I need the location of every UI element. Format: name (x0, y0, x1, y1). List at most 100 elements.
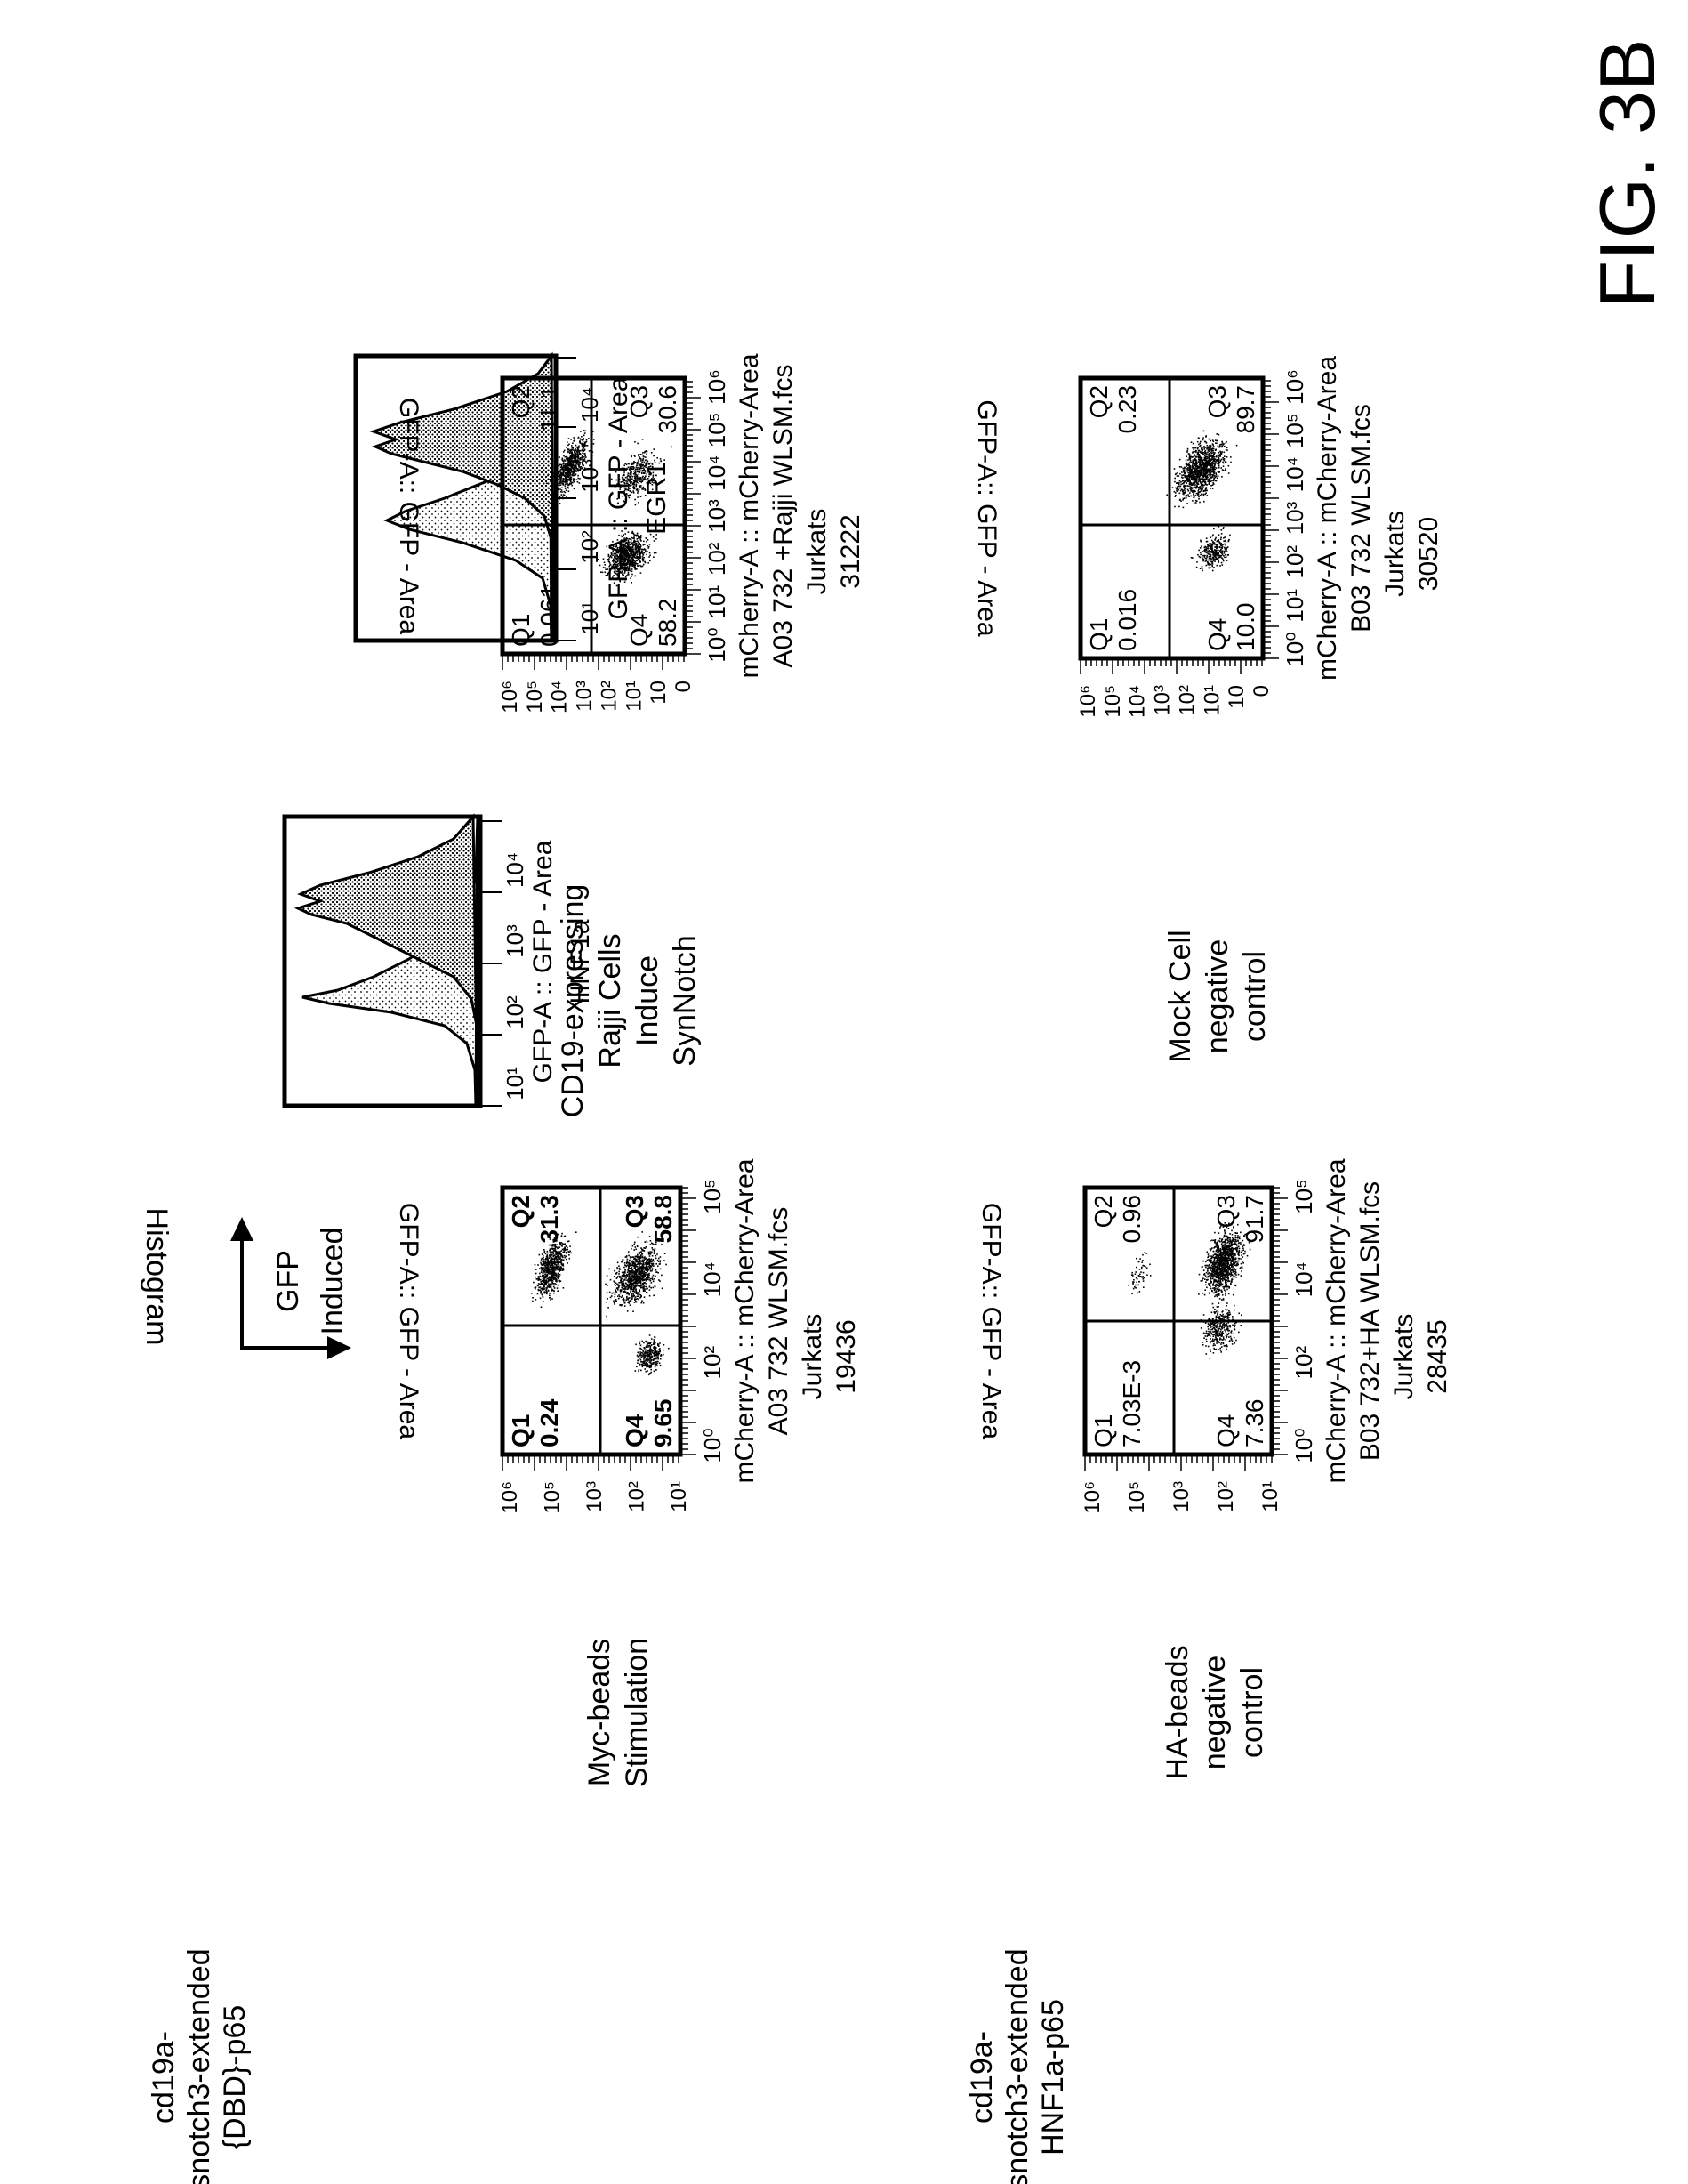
scatter-raji-ytick-1: 10⁶ (498, 681, 522, 713)
histogram-hnf1a-trace-high (293, 813, 479, 1107)
scatter-mock-q2-name: Q2 (1085, 385, 1113, 418)
figure-label: FIG. 3B (1583, 38, 1671, 308)
scatter-myc-beads-xtick-4: 10⁵ (699, 1179, 726, 1214)
scatter-raji-xtick-3: 10² (703, 542, 730, 576)
scatter-mock-ytick-8: 0 (1250, 685, 1274, 697)
histogram-hnf1a-tick-3: 10³ (502, 924, 528, 958)
scatter-raji-q1-name: Q1 (507, 614, 535, 647)
scatter-mock-xtick-5: 10⁴ (1282, 456, 1308, 492)
scatter-myc-beads-xtick-1: 10⁰ (699, 1428, 726, 1463)
scatter-myc-beads: Q1 0.24 Q2 31.3 Q4 9.65 Q3 58.8 10⁰ 10² 10⁴ 10⁵ 10⁶ 1… (394, 1158, 861, 1513)
scatter-raji-cells: Jurkats (802, 509, 832, 595)
scatter-raji-q3-value: 30.6 (654, 385, 681, 434)
scatter-raji-q4-name: Q4 (625, 614, 653, 647)
scatter-ha-beads-q1-name: Q1 (1089, 1414, 1117, 1447)
histogram-hnf1a: 10¹ 10² 10³ 10⁴ GFP-A :: GFP - Area HNF1… (282, 813, 595, 1108)
scatter-mock-xtick-3: 10² (1282, 545, 1308, 579)
scatter-mock-ylabel: GFP-A:: GFP - Area (972, 399, 1001, 636)
scatter-ha-beads-q3-value: 91.7 (1241, 1195, 1268, 1244)
scatter-raji-xtick-4: 10³ (703, 499, 730, 533)
scatter-raji-q2-value: 11.1 (535, 385, 563, 431)
scatter-ha-beads-ytick-1: 10⁶ (1081, 1481, 1105, 1514)
scatter-mock-q2-value: 0.23 (1113, 385, 1141, 434)
scatter-myc-beads-minor-ticks (502, 1187, 696, 1471)
scatter-mock-cloud-q3 (1166, 430, 1238, 509)
scatter-myc-beads-count: 19436 (832, 1319, 861, 1393)
condition-label-raji: CD19-expressing Rajji Cells Induce SynNo… (556, 884, 702, 1118)
scatter-ha-beads-cloud-q2 (1128, 1252, 1152, 1294)
scatter-raji-q3-name: Q3 (625, 385, 653, 418)
scatter-mock-xtick-7: 10⁶ (1282, 369, 1308, 405)
scatter-myc-beads-q2-name: Q2 (507, 1195, 535, 1228)
scatter-mock-ytick-1: 10⁶ (1076, 685, 1100, 718)
scatter-ha-beads-xtick-1: 10⁰ (1290, 1428, 1317, 1463)
scatter-ha-beads-q4-name: Q4 (1212, 1414, 1240, 1447)
scatter-raji-count: 31222 (836, 514, 865, 588)
scatter-myc-beads-cells: Jurkats (798, 1314, 827, 1400)
scatter-mock-ytick-5: 10² (1175, 685, 1199, 716)
histogram-egr1-trace-high (369, 351, 555, 641)
condition-ha-line-3: control (1235, 1667, 1269, 1758)
scatter-raji-xtick-6: 10⁵ (703, 412, 730, 447)
scatter-ha-beads-ylabel: GFP-A:: GFP - Area (977, 1203, 1006, 1439)
construct-1-line-1: cd19a- (147, 2031, 181, 2124)
scatter-mock-cells: Jurkats (1380, 511, 1410, 597)
scatter-myc-beads-ytick-5: 10¹ (667, 1481, 691, 1512)
scatter-mock-cloud-q4 (1190, 526, 1231, 572)
scatter-raji-cloud-q4 (597, 530, 657, 587)
scatter-raji-ytick-4: 10³ (573, 681, 597, 712)
scatter-raji-ytick-2: 10⁵ (523, 681, 547, 713)
scatter-raji-ytick-5: 10² (597, 681, 621, 712)
scatter-myc-beads-ytick-3: 10³ (583, 1481, 607, 1512)
histogram-hnf1a-title: HNF1a (566, 919, 595, 1003)
construct-label-2: cd19a- hsnotch3-extended HNF1a-p65 (965, 1948, 1070, 2184)
legend-gfp-label-2: Induced (316, 1228, 350, 1335)
scatter-mock-q3-name: Q3 (1203, 385, 1231, 418)
construct-1-line-3: {DBD}-p65 (218, 2005, 252, 2150)
histogram-hnf1a-xlabel: GFP-A :: GFP - Area (528, 840, 558, 1083)
figure-labels: FIG. 3B cd19a- hsnotch3-extended {DBD}-p… (140, 38, 1671, 2184)
scatter-mock-xtick-2: 10¹ (1282, 589, 1308, 623)
scatter-myc-beads-q3-value: 58.8 (649, 1195, 677, 1244)
scatter-mock-q1-value: 0.016 (1113, 589, 1141, 651)
histogram-hnf1a-xaxis-ticks (480, 820, 502, 1107)
scatter-ha-beads-count: 28435 (1423, 1319, 1452, 1393)
condition-raji-line-1: CD19-expressing (556, 884, 590, 1118)
scatter-ha-beads-q1-value: 7.03E-3 (1118, 1360, 1145, 1447)
condition-myc-line-2: Stimulation (620, 1638, 654, 1787)
condition-label-mock: Mock Cell negative control (1163, 930, 1272, 1062)
scatter-mock-xtick-6: 10⁵ (1282, 413, 1308, 448)
construct-2-line-3: HNF1a-p65 (1036, 1999, 1070, 2156)
condition-raji-line-2: Rajji Cells (593, 933, 627, 1068)
scatter-myc-beads-q1-value: 0.24 (535, 1398, 563, 1447)
scatter-myc-beads-q1-name: Q1 (507, 1414, 535, 1447)
scatter-raji-q1-value: 0.061 (535, 584, 563, 647)
histogram-hnf1a-frame (282, 814, 483, 1108)
scatter-raji-ylabel: GFP-A:: GFP - Area (394, 398, 423, 634)
histogram-egr1: 10¹ 10² 10³ 10⁴ GFP-A :: GFP - Area EGR1 (353, 351, 671, 643)
scatter-ha-beads-q3-name: Q3 (1212, 1195, 1240, 1228)
scatter-myc-beads-xtick-2: 10² (699, 1346, 726, 1380)
condition-raji-line-4: SynNotch (668, 935, 702, 1066)
scatter-raji-cloud-q2 (541, 430, 595, 504)
scatter-mock-ytick-6: 10¹ (1200, 685, 1224, 716)
scatter-raji-minor-ticks (502, 381, 701, 670)
scatter-myc-beads-q4-value: 9.65 (649, 1399, 677, 1448)
scatter-mock-q4-name: Q4 (1203, 618, 1231, 651)
histogram-egr1-tick-4: 10⁴ (576, 387, 603, 423)
scatter-myc-beads-ytick-1: 10⁶ (498, 1481, 522, 1514)
scatter-raji-cloud-q3 (611, 439, 672, 508)
histogram-hnf1a-tick-4: 10⁴ (502, 852, 528, 888)
scatter-myc-beads-cloud-q4 (634, 1334, 670, 1376)
condition-label-ha: HA-beads negative control (1161, 1645, 1269, 1779)
histogram-egr1-xaxis-ticks (556, 357, 576, 641)
construct-1-line-2: hsnotch3-extended (182, 1948, 216, 2184)
scatter-mock-ytick-2: 10⁵ (1101, 685, 1125, 718)
scatter-ha-beads-cells: Jurkats (1389, 1314, 1419, 1400)
histogram-egr1-tick-3: 10³ (576, 459, 603, 493)
scatter-raji-ytick-8: 0 (671, 681, 695, 692)
scatter-raji-q4-value: 58.2 (654, 599, 681, 648)
